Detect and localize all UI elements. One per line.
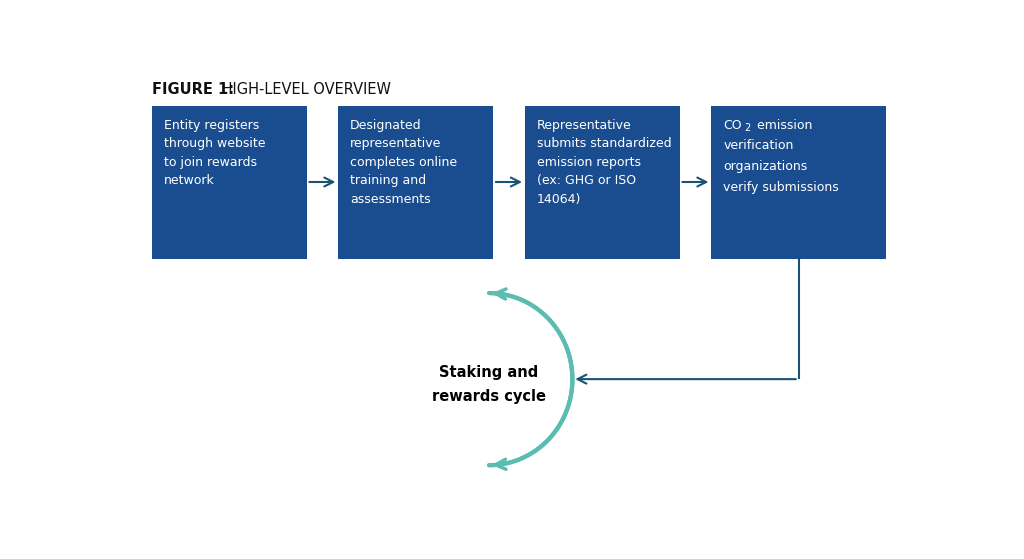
Text: Representative
submits standardized
emission reports
(ex: GHG or ISO
14064): Representative submits standardized emis… bbox=[537, 119, 672, 206]
Text: HIGH-LEVEL OVERVIEW: HIGH-LEVEL OVERVIEW bbox=[217, 82, 391, 97]
Text: emission: emission bbox=[754, 119, 813, 132]
Text: CO: CO bbox=[723, 119, 741, 132]
Text: Entity registers
through website
to join rewards
network: Entity registers through website to join… bbox=[164, 119, 265, 187]
FancyBboxPatch shape bbox=[712, 106, 886, 259]
Text: Staking and: Staking and bbox=[439, 365, 539, 380]
Text: Designated
representative
completes online
training and
assessments: Designated representative completes onli… bbox=[350, 119, 458, 206]
FancyBboxPatch shape bbox=[524, 106, 680, 259]
FancyBboxPatch shape bbox=[338, 106, 494, 259]
Text: rewards cycle: rewards cycle bbox=[432, 389, 546, 404]
Text: verify submissions: verify submissions bbox=[723, 181, 839, 194]
FancyBboxPatch shape bbox=[152, 106, 306, 259]
Text: FIGURE 1:: FIGURE 1: bbox=[152, 82, 233, 97]
Text: organizations: organizations bbox=[723, 160, 808, 173]
Text: verification: verification bbox=[723, 139, 794, 153]
Text: 2: 2 bbox=[744, 123, 751, 133]
